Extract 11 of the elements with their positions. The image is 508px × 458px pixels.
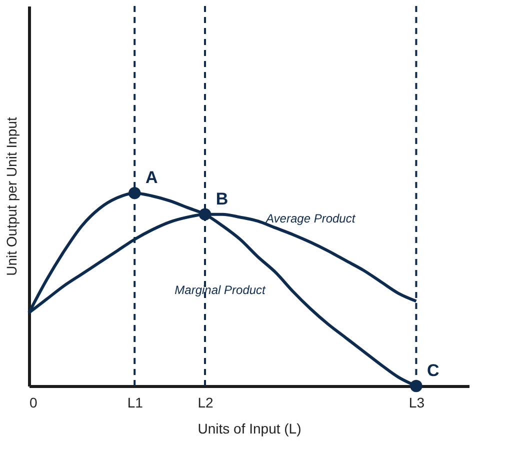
annotation: B (216, 189, 228, 208)
text: A (145, 168, 158, 188)
x-tick-label: L1 (127, 394, 144, 410)
series-label: Marginal Product (174, 283, 266, 298)
x-tick-label: L3 (408, 394, 425, 410)
annotation: C (427, 361, 440, 380)
x-tick-label: 0 (30, 394, 38, 410)
x-axis-title: Units of Input (L) (198, 420, 302, 436)
series-label: Average Product (265, 211, 356, 226)
y-axis-title: Unit Output per Unit Input (4, 117, 20, 276)
x-tick-label: L2 (198, 394, 214, 410)
